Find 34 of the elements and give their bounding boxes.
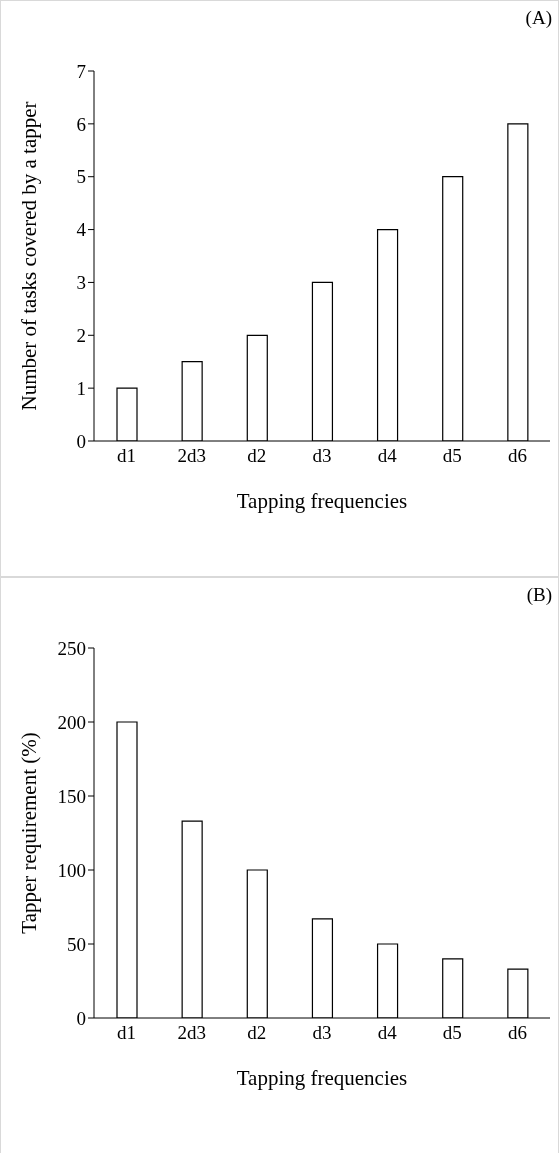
- y-tick-label: 50: [67, 933, 86, 955]
- text: (B): [526, 584, 552, 606]
- y-tick-label: 150: [57, 785, 86, 807]
- x-tick-label: d1: [117, 1022, 137, 1044]
- x-tick-label: d5: [442, 445, 462, 467]
- x-tick-label: d2: [247, 445, 267, 467]
- y-tick-label: 2: [76, 325, 86, 347]
- y-tick-label: 7: [76, 60, 86, 82]
- y-tick-label: 1: [76, 377, 86, 399]
- y-tick-label: 0: [76, 1007, 86, 1029]
- y-tick-label: 200: [57, 711, 86, 733]
- x-tick-label: 2d3: [177, 1022, 206, 1044]
- x-tick-label: 2d3: [177, 445, 206, 467]
- y-tick-label: 3: [76, 272, 86, 294]
- x-tick-label: d4: [377, 445, 398, 467]
- x-tick-label: d6: [507, 445, 527, 467]
- x-tick-label: d2: [247, 1022, 267, 1044]
- x-tick-label: d4: [377, 1022, 398, 1044]
- x-tick-label: d5: [442, 1022, 462, 1044]
- x-tick-label: d3: [312, 1022, 332, 1044]
- x-tick-label: d6: [507, 1022, 527, 1044]
- y-tick-label: 100: [57, 859, 86, 881]
- y-axis-title: Tapper requirement (%): [17, 732, 42, 934]
- y-tick-label: 4: [76, 219, 87, 241]
- y-tick-label: 5: [76, 166, 86, 188]
- x-tick-label: d1: [117, 445, 137, 467]
- x-axis-title: Tapping frequencies: [236, 1066, 408, 1090]
- text: (A): [525, 7, 552, 29]
- y-axis-title: Number of tasks covered by a tapper: [17, 101, 42, 411]
- y-tick-label: 250: [57, 637, 86, 659]
- y-tick-label: 0: [76, 430, 86, 452]
- x-tick-label: d3: [312, 445, 332, 467]
- y-tick-label: 6: [76, 113, 86, 135]
- x-axis-title: Tapping frequencies: [236, 489, 408, 513]
